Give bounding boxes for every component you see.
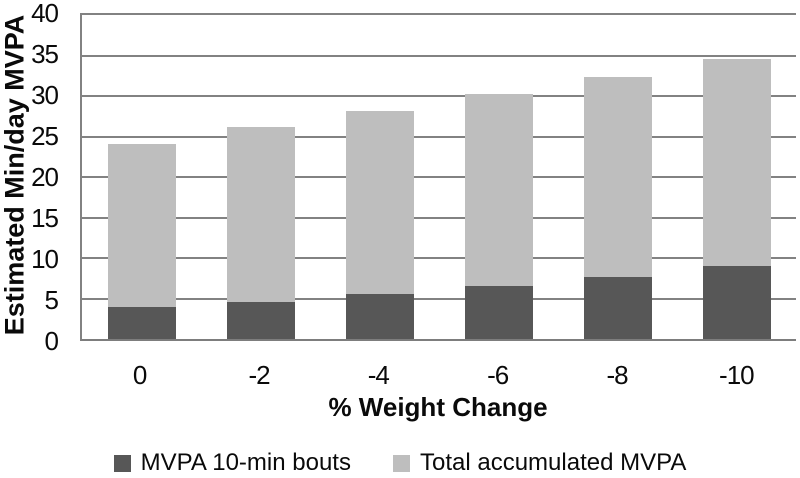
- y-tick-label-10: 10: [31, 244, 59, 274]
- bar-slot--10: [677, 15, 796, 339]
- bar-stack--8: [583, 76, 652, 339]
- legend-swatch-icon: [113, 454, 131, 472]
- legend-label: Total accumulated MVPA: [419, 449, 687, 476]
- x-axis-title: % Weight Change: [328, 392, 548, 422]
- legend-item-mvpa-10-min-bouts: MVPA 10-min bouts: [113, 448, 351, 478]
- x-tick-label-0: 0: [132, 360, 148, 390]
- legend-label: MVPA 10-min bouts: [140, 449, 351, 476]
- bar-segment--10-mvpa-10-min-bouts: [702, 265, 771, 339]
- y-tick-label-15: 15: [31, 203, 59, 233]
- bar-segment--6-mvpa-10-min-bouts: [464, 286, 533, 339]
- legend-swatch-icon: [392, 454, 410, 472]
- y-tick-label-25: 25: [31, 121, 59, 151]
- bar-segment-0-mvpa-10-min-bouts: [107, 307, 176, 339]
- bar-segment--8-mvpa-10-min-bouts: [583, 277, 652, 339]
- bar-segment--6-total-accumulated-mvpa: [464, 93, 533, 287]
- bar-segment--8-total-accumulated-mvpa: [583, 76, 652, 278]
- bar-stack-0: [107, 144, 176, 339]
- bar-segment--4-total-accumulated-mvpa: [345, 110, 414, 295]
- bar-segment-0-total-accumulated-mvpa: [107, 144, 176, 308]
- bar-segment--2-mvpa-10-min-bouts: [226, 301, 295, 339]
- x-tick-label--2: -2: [248, 360, 270, 390]
- y-tick-label-35: 35: [31, 39, 59, 69]
- bar-slot-0: [82, 15, 201, 339]
- y-tick-label-30: 30: [31, 80, 59, 110]
- bar-segment--10-total-accumulated-mvpa: [702, 59, 771, 266]
- gridline-10: [82, 257, 796, 259]
- gridline-20: [82, 176, 796, 178]
- y-tick-label-5: 5: [44, 285, 59, 315]
- bar-stack--2: [226, 127, 295, 339]
- plot-area: [80, 13, 796, 341]
- x-tick-label--4: -4: [367, 360, 390, 390]
- bar-stack--4: [345, 110, 414, 339]
- y-tick-label-20: 20: [31, 162, 59, 192]
- bar-slot--8: [558, 15, 677, 339]
- bar-segment--4-mvpa-10-min-bouts: [345, 294, 414, 339]
- x-tick-label--8: -8: [606, 360, 628, 390]
- y-tick-label-40: 40: [31, 0, 59, 28]
- bar-segment--2-total-accumulated-mvpa: [226, 127, 295, 302]
- gridline-30: [82, 95, 796, 97]
- legend-item-total-accumulated-mvpa: Total accumulated MVPA: [392, 448, 687, 478]
- bar-stack--10: [702, 59, 771, 339]
- gridline-5: [82, 297, 796, 300]
- x-tick-label--6: -6: [487, 360, 509, 390]
- y-tick-label-0: 0: [44, 326, 59, 356]
- bar-stack--6: [464, 93, 533, 339]
- gridline-15: [82, 216, 796, 219]
- bar-slot--4: [320, 15, 439, 339]
- gridline-35: [82, 54, 796, 57]
- bar-slot--6: [439, 15, 558, 339]
- bars-layer: [82, 15, 796, 339]
- x-tick-label--10: -10: [719, 360, 755, 390]
- bar-slot--2: [201, 15, 320, 339]
- gridline-25: [82, 135, 796, 138]
- legend: MVPA 10-min bouts Total accumulated MVPA: [0, 448, 800, 478]
